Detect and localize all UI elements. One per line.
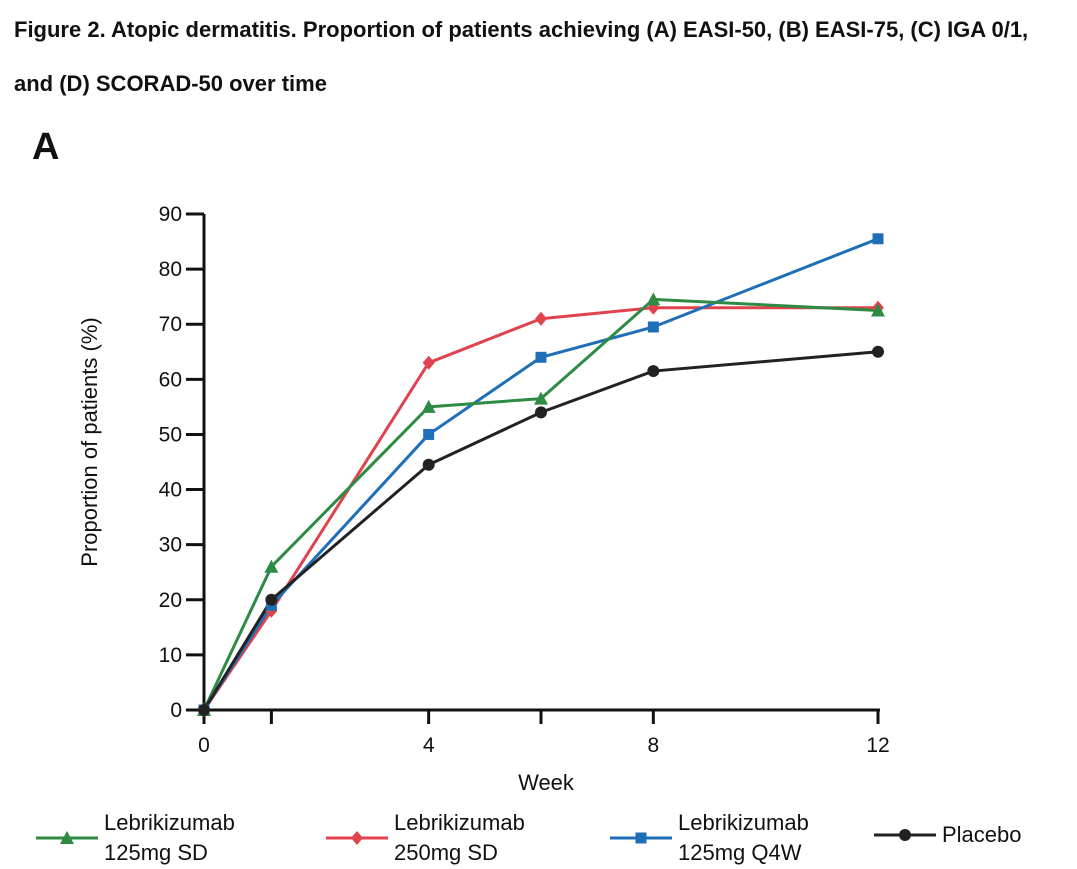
legend-label: Lebrikizumab 250mg SD bbox=[394, 810, 525, 865]
series-line-lebrikizumab-125mg-sd bbox=[202, 297, 879, 711]
legend-swatch-square bbox=[610, 832, 672, 844]
legend: Lebrikizumab 125mg SD Lebrikizumab 250mg… bbox=[0, 800, 1077, 869]
data-point-lebrikizumab-125mg-sd bbox=[534, 391, 548, 405]
series-line-placebo bbox=[202, 350, 879, 711]
x-tick-label: 4 bbox=[423, 734, 435, 757]
y-tick-label: 0 bbox=[170, 699, 182, 722]
data-point-lebrikizumab-125mg-sd bbox=[871, 303, 885, 317]
y-tick-label: 50 bbox=[159, 423, 182, 446]
x-tick-label: 0 bbox=[198, 734, 210, 757]
x-axis-title: Week bbox=[518, 770, 575, 795]
data-point-placebo bbox=[535, 406, 547, 419]
legend-label: Lebrikizumab 125mg SD bbox=[104, 810, 235, 865]
legend-marker-circle bbox=[899, 829, 911, 841]
series-lines bbox=[202, 237, 879, 711]
legend-marker-triangle bbox=[60, 831, 74, 844]
data-point-placebo bbox=[647, 365, 660, 378]
y-axis: 0 10 20 30 40 50 60 70 80 90 bbox=[159, 203, 206, 722]
data-point-lebrikizumab-125mg-q4w bbox=[423, 428, 435, 440]
y-tick-label: 80 bbox=[159, 258, 182, 281]
legend-item-lebrikizumab-125mg-q4w: Lebrikizumab 125mg Q4W bbox=[610, 808, 809, 868]
legend-swatch-circle bbox=[874, 829, 936, 841]
line-chart: 0 10 20 30 40 50 60 70 80 90 0 4 8 12 Week Proportio… bbox=[77, 203, 890, 795]
legend-swatch-triangle bbox=[36, 831, 98, 844]
data-point-lebrikizumab-125mg-sd bbox=[264, 559, 279, 573]
data-point-placebo bbox=[198, 704, 210, 716]
legend-item-placebo: Placebo bbox=[874, 820, 1022, 850]
legend-item-lebrikizumab-125mg-sd: Lebrikizumab 125mg SD bbox=[36, 808, 235, 868]
legend-label: Lebrikizumab 125mg Q4W bbox=[678, 810, 809, 865]
y-tick-label: 90 bbox=[159, 203, 182, 226]
figure-title: Figure 2. Atopic dermatitis. Proportion … bbox=[14, 17, 1029, 96]
series-line-lebrikizumab-125mg-q4w bbox=[202, 237, 879, 711]
x-tick-label: 8 bbox=[647, 734, 659, 757]
series-line-lebrikizumab-250mg-sd bbox=[202, 306, 878, 711]
data-point-lebrikizumab-250mg-sd bbox=[422, 355, 435, 370]
data-point-lebrikizumab-125mg-sd bbox=[646, 292, 661, 306]
y-tick-label: 70 bbox=[159, 313, 182, 336]
legend-marker-diamond bbox=[351, 831, 363, 845]
data-point-lebrikizumab-125mg-sd bbox=[421, 399, 436, 413]
legend-item-lebrikizumab-250mg-sd: Lebrikizumab 250mg SD bbox=[326, 808, 525, 868]
panel-label: A bbox=[32, 126, 60, 168]
data-point-placebo bbox=[872, 345, 884, 358]
data-point-placebo bbox=[422, 458, 435, 471]
y-tick-label: 40 bbox=[159, 479, 182, 502]
data-point-lebrikizumab-250mg-sd bbox=[535, 311, 547, 326]
legend-marker-square bbox=[635, 832, 647, 844]
data-point-lebrikizumab-125mg-q4w bbox=[535, 351, 547, 363]
y-tick-label: 20 bbox=[159, 589, 182, 612]
x-axis: 0 4 8 12 bbox=[198, 708, 890, 757]
data-point-lebrikizumab-125mg-q4w bbox=[872, 233, 884, 245]
data-point-placebo bbox=[265, 593, 278, 606]
y-tick-label: 60 bbox=[159, 368, 182, 391]
series-markers bbox=[197, 233, 885, 717]
x-tick-label: 12 bbox=[866, 734, 889, 757]
legend-swatch-diamond bbox=[326, 831, 388, 845]
data-point-lebrikizumab-125mg-q4w bbox=[647, 321, 659, 333]
legend-label: Placebo bbox=[942, 822, 1022, 847]
y-axis-title: Proportion of patients (%) bbox=[77, 317, 102, 566]
y-tick-label: 30 bbox=[159, 534, 182, 557]
y-tick-label: 10 bbox=[159, 644, 182, 667]
